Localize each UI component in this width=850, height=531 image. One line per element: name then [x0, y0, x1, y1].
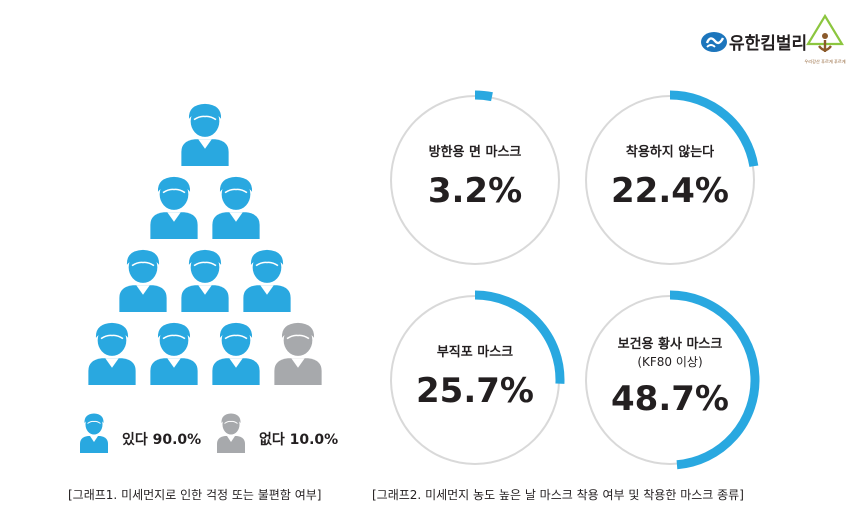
- person-icon: [212, 176, 260, 239]
- ring-value-label: 25.7%: [416, 371, 534, 411]
- ring-label: 부직포 마스크: [437, 344, 513, 360]
- tree-tagline: 우리강산 푸르게 푸르게: [804, 58, 845, 65]
- caption-graph-2: [그래프2. 미세먼지 농도 높은 날 마스크 착용 여부 및 착용한 마스크 …: [372, 488, 744, 502]
- legend-person-icon-no: [217, 413, 245, 453]
- ring-sublabel: (KF80 이상): [637, 355, 702, 369]
- ring-chart-item: 착용하지 않는다 22.4%: [585, 90, 759, 265]
- ring-chart-item: 방한용 면 마스크 3.2%: [390, 90, 560, 265]
- legend-label-yes: 있다 90.0%: [122, 432, 202, 448]
- ring-chart-item: 부직포 마스크 25.7%: [390, 290, 565, 465]
- ring-value-arc: [474, 290, 565, 384]
- ring-chart-item: 보건용 황사 마스크 (KF80 이상) 48.7%: [585, 290, 760, 470]
- person-icon: [119, 249, 167, 312]
- ring-value-label: 48.7%: [611, 379, 729, 419]
- mask-ring-charts: 방한용 면 마스크 3.2% 착용하지 않는다 22.4% 부직포 마스크 25.7% 보건…: [390, 90, 760, 470]
- ring-label: 보건용 황사 마스크: [618, 336, 723, 352]
- person-icon: [150, 322, 198, 385]
- person-icon: [212, 322, 260, 385]
- ring-value-arc: [669, 90, 759, 167]
- tree-logo: [806, 14, 844, 52]
- person-pictogram-chart: [88, 103, 322, 385]
- ring-label: 착용하지 않는다: [626, 144, 714, 160]
- person-icon: [150, 176, 198, 239]
- ring-label: 방한용 면 마스크: [429, 144, 522, 160]
- yk-swirl-logo: [701, 32, 727, 52]
- ring-value-arc: [669, 290, 760, 470]
- brand-name: 유한킴벌리: [729, 33, 807, 54]
- caption-graph-1: [그래프1. 미세먼지로 인한 걱정 또는 불편함 여부]: [68, 488, 322, 502]
- person-icon: [88, 322, 136, 385]
- legend-label-no: 없다 10.0%: [259, 432, 339, 448]
- brand-logo: 유한킴벌리 우리강산 푸르게 푸르게: [701, 14, 846, 65]
- person-icon: [274, 322, 322, 385]
- ring-value-label: 3.2%: [428, 171, 522, 211]
- pictogram-legend: 있다 90.0% 없다 10.0%: [70, 405, 370, 453]
- ring-value-label: 22.4%: [611, 171, 729, 211]
- legend-person-icon-yes: [80, 413, 108, 453]
- person-icon: [181, 249, 229, 312]
- person-icon: [181, 103, 229, 166]
- person-icon: [243, 249, 291, 312]
- ring-value-arc: [474, 90, 493, 102]
